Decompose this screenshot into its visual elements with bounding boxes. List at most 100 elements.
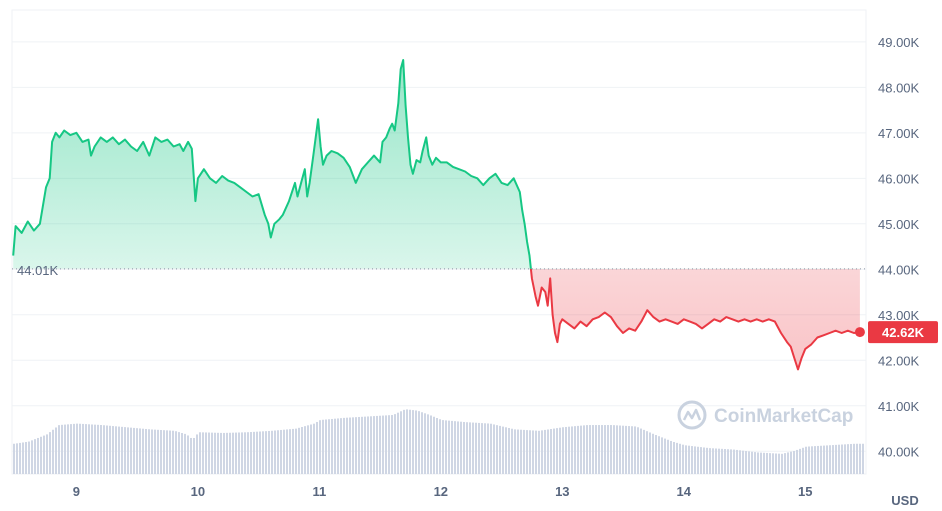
volume-bar — [598, 425, 600, 474]
volume-bar — [163, 430, 165, 474]
volume-bar — [472, 422, 474, 474]
volume-bar — [631, 426, 633, 474]
volume-bar — [136, 428, 138, 474]
volume-bar — [580, 425, 582, 474]
volume-bar — [457, 421, 459, 474]
volume-bar — [613, 425, 615, 474]
volume-bar — [334, 418, 336, 474]
volume-bar — [76, 423, 78, 474]
volume-bar — [559, 427, 561, 474]
volume-bar — [481, 423, 483, 474]
volume-bar — [22, 442, 24, 474]
volume-bar — [814, 446, 816, 474]
x-tick-label: 12 — [434, 484, 448, 499]
volume-bar — [79, 423, 81, 474]
volume-bar — [523, 429, 525, 474]
volume-bar — [172, 430, 174, 474]
volume-bar — [124, 427, 126, 474]
volume-bar — [562, 427, 564, 474]
volume-bar — [463, 421, 465, 474]
volume-bar — [286, 429, 288, 474]
volume-bar — [121, 426, 123, 474]
volume-bar — [361, 416, 363, 474]
volume-bar — [346, 417, 348, 474]
volume-bar — [781, 453, 783, 474]
volume-bar — [64, 424, 66, 474]
y-tick-label: 47.00K — [878, 126, 920, 141]
volume-bar — [517, 429, 519, 474]
volume-bar — [178, 432, 180, 474]
volume-bar — [721, 448, 723, 474]
volume-bar — [577, 425, 579, 474]
volume-bar — [49, 432, 51, 474]
volume-bar — [769, 453, 771, 474]
volume-bar — [793, 450, 795, 474]
volume-bar — [736, 449, 738, 474]
volume-bar — [370, 416, 372, 474]
volume-bar — [55, 427, 57, 474]
volume-bar — [103, 425, 105, 474]
volume-bar — [283, 429, 285, 474]
volume-bar — [436, 417, 438, 474]
volume-bar — [43, 435, 45, 474]
volume-bar — [304, 426, 306, 474]
volume-bars — [13, 409, 864, 474]
current-price-label: 42.62K — [882, 325, 925, 340]
volume-bar — [205, 432, 207, 474]
volume-bar — [394, 414, 396, 474]
volume-bar — [430, 415, 432, 474]
volume-bar — [556, 428, 558, 474]
volume-bar — [751, 451, 753, 474]
volume-bar — [610, 425, 612, 474]
y-axis: 40.00K 41.00K 42.00K 43.00K 44.00K 45.00K 46.0… — [878, 35, 920, 459]
volume-bar — [862, 443, 864, 474]
volume-bar — [709, 448, 711, 474]
price-area — [12, 59, 866, 371]
volume-bar — [811, 446, 813, 474]
volume-bar — [796, 449, 798, 474]
volume-bar — [670, 440, 672, 474]
volume-bar — [466, 422, 468, 474]
volume-bar — [640, 428, 642, 474]
volume-bar — [289, 429, 291, 474]
volume-bar — [526, 430, 528, 474]
volume-bar — [256, 431, 258, 474]
y-tick-label: 46.00K — [878, 171, 920, 186]
volume-bar — [634, 426, 636, 474]
volume-bar — [373, 416, 375, 474]
volume-bar — [175, 431, 177, 474]
volume-bar — [217, 432, 219, 474]
volume-bar — [214, 432, 216, 474]
volume-bar — [454, 421, 456, 474]
volume-bar — [823, 445, 825, 474]
volume-bar — [604, 425, 606, 474]
volume-bar — [754, 452, 756, 474]
volume-bar — [460, 421, 462, 474]
volume-bar — [847, 444, 849, 474]
volume-bar — [484, 423, 486, 474]
volume-bar — [421, 412, 423, 474]
volume-bar — [850, 443, 852, 474]
current-price-dot[interactable] — [854, 327, 865, 338]
volume-bar — [133, 427, 135, 474]
volume-bar — [148, 429, 150, 474]
volume-bar — [316, 421, 318, 474]
volume-bar — [337, 418, 339, 474]
volume-bar — [757, 452, 759, 474]
volume-bar — [211, 432, 213, 474]
volume-bar — [400, 411, 402, 474]
x-tick-label: 13 — [555, 484, 569, 499]
volume-bar — [682, 444, 684, 474]
volume-bar — [166, 430, 168, 474]
volume-bar — [667, 439, 669, 474]
volume-bar — [52, 429, 54, 474]
volume-bar — [187, 435, 189, 474]
volume-bar — [418, 411, 420, 474]
volume-bar — [151, 429, 153, 474]
volume-bar — [145, 428, 147, 474]
current-price-tag-bg — [868, 321, 938, 344]
volume-bar — [808, 446, 810, 474]
volume-bar — [571, 426, 573, 474]
volume-bar — [424, 413, 426, 474]
